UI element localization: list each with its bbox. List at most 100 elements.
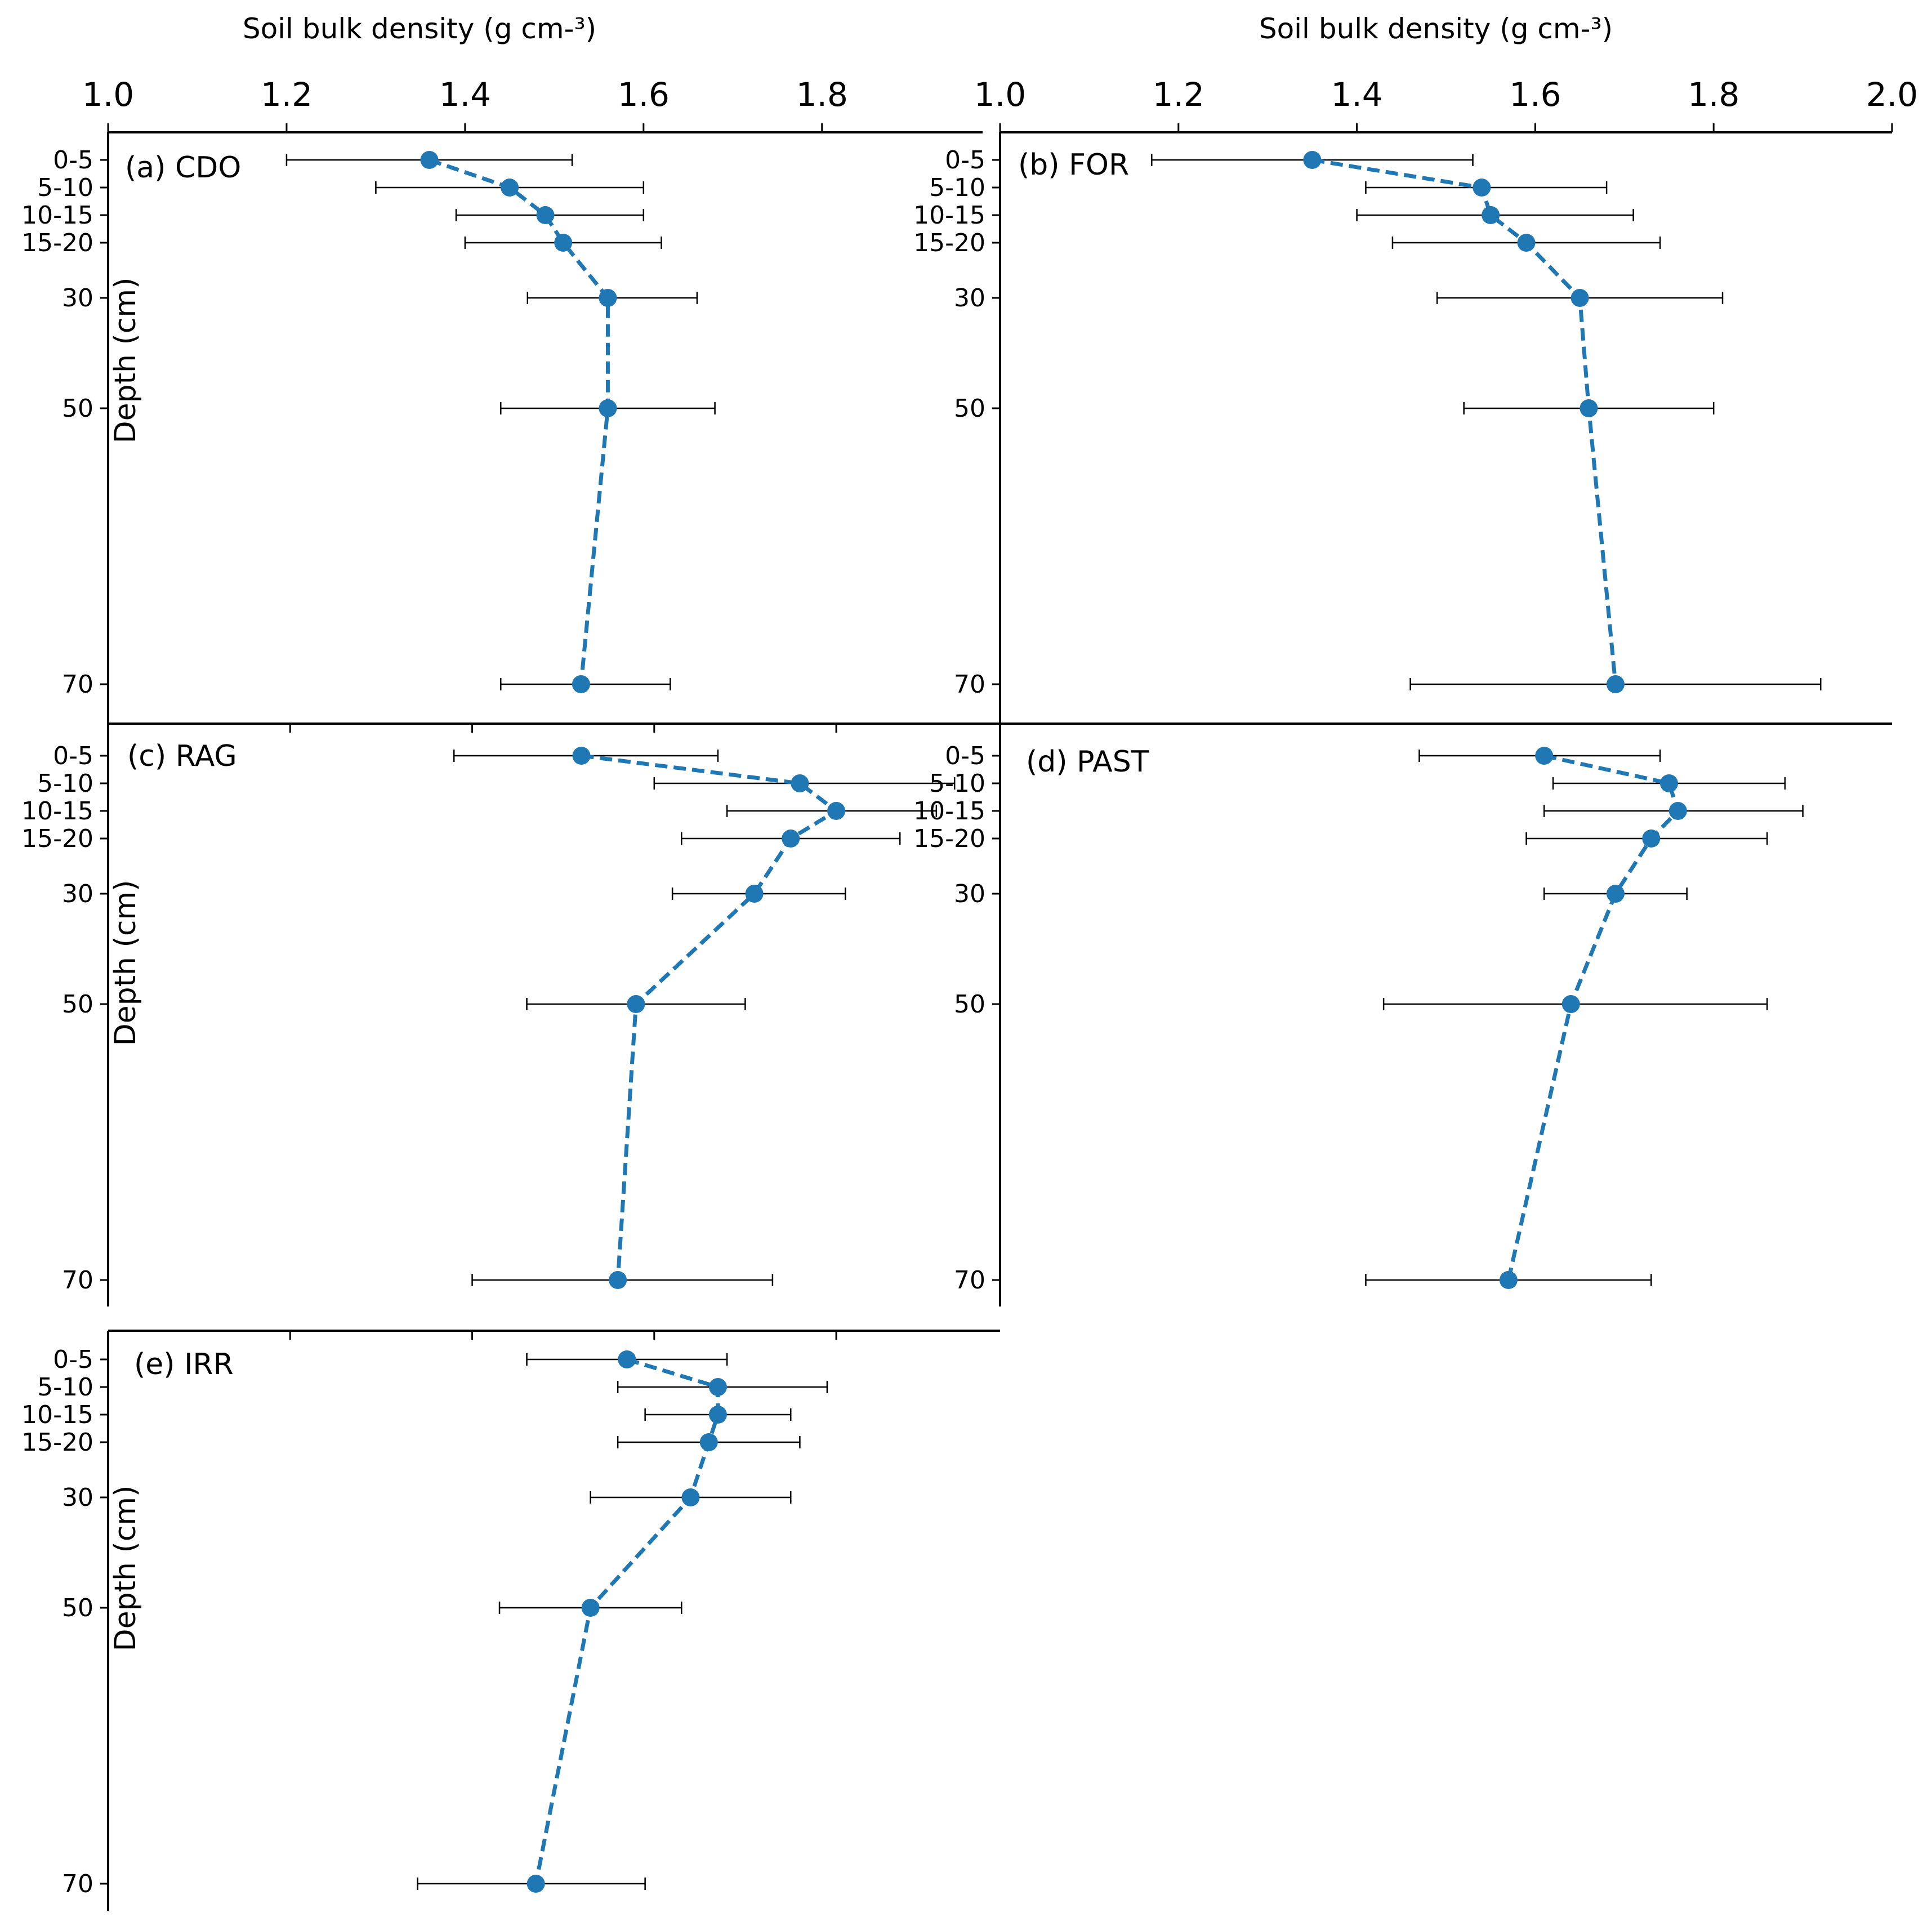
y-tick-label: 0-5 (945, 146, 985, 175)
x-tick-label: 1.6 (1509, 75, 1561, 114)
data-point (699, 1433, 718, 1451)
data-point (827, 802, 846, 820)
data-point (609, 1271, 627, 1289)
data-point (572, 675, 590, 693)
y-tick-label: 50 (62, 1594, 93, 1622)
panel-label: (a) CDO (125, 151, 241, 185)
y-tick-label: 5-10 (929, 173, 985, 202)
data-point (581, 1599, 600, 1617)
y-tick-label: 30 (62, 880, 93, 908)
data-point (681, 1488, 700, 1506)
data-point (1517, 234, 1536, 252)
data-point (1606, 885, 1625, 903)
data-point (627, 995, 645, 1013)
data-point (1535, 747, 1554, 765)
y-tick-label: 5-10 (37, 173, 93, 202)
y-tick-label: 5-10 (37, 1373, 93, 1402)
y-tick-label: 0-5 (53, 1345, 93, 1374)
data-point (1303, 151, 1322, 169)
x-tick-label: 1.8 (796, 75, 848, 114)
x-tick-label: 1.2 (261, 75, 313, 114)
series-line (1311, 158, 1618, 685)
y-axis-title: Depth (cm) (109, 1486, 142, 1652)
y-tick-label: 15-20 (913, 824, 985, 853)
y-tick-label: 50 (954, 394, 985, 423)
series-line (534, 1357, 720, 1884)
y-tick-label: 30 (62, 284, 93, 313)
data-point (599, 399, 617, 417)
y-tick-label: 10-15 (21, 201, 93, 230)
data-point (1579, 399, 1598, 417)
x-tick-label: 1.6 (618, 75, 670, 114)
series-line (429, 158, 610, 685)
panel-1: 1.0 1.2 1.4 1.6 1.80-55-1010-1515-20305070De… (21, 75, 983, 724)
panel-label: (b) FOR (1018, 148, 1129, 182)
x-tick-label: 1.4 (1331, 75, 1382, 114)
x-tick-label: 1.2 (1153, 75, 1204, 114)
y-tick-label: 10-15 (21, 797, 93, 826)
y-tick-label: 70 (62, 1266, 93, 1295)
y-tick-label: 15-20 (913, 229, 985, 257)
y-tick-label: 50 (62, 990, 93, 1019)
data-point (1473, 179, 1491, 197)
data-point (1482, 206, 1500, 224)
data-point (791, 774, 809, 792)
y-tick-label: 50 (62, 394, 93, 423)
panel-label: (d) PAST (1026, 745, 1149, 779)
y-tick-label: 15-20 (21, 229, 93, 257)
y-tick-label: 5-10 (929, 769, 985, 798)
data-point (1642, 830, 1661, 848)
data-point (420, 151, 439, 169)
data-point (1606, 675, 1625, 693)
x-tick-label: 2.0 (1866, 75, 1918, 114)
y-tick-label: 15-20 (21, 1428, 93, 1457)
y-axis-title: Depth (cm) (109, 278, 142, 444)
y-tick-label: 15-20 (21, 824, 93, 853)
data-point (501, 179, 519, 197)
data-point (618, 1350, 636, 1368)
x-tick-label: 1.4 (439, 75, 491, 114)
y-tick-label: 30 (62, 1483, 93, 1512)
data-point (599, 289, 617, 307)
y-tick-label: 70 (954, 670, 985, 699)
panel-label: (c) RAG (127, 739, 237, 773)
x-axis-title-left: Soil bulk density (g cm-³) (243, 12, 596, 45)
data-point (1561, 995, 1580, 1013)
y-tick-label: 70 (62, 670, 93, 699)
data-point (526, 1875, 545, 1893)
y-tick-label: 10-15 (913, 797, 985, 826)
y-tick-label: 5-10 (37, 769, 93, 798)
y-tick-label: 50 (954, 990, 985, 1019)
y-tick-label: 0-5 (53, 146, 93, 175)
panels: 1.0 1.2 1.4 1.6 1.80-55-1010-1515-20305070De… (21, 75, 1918, 1911)
x-tick-label: 1.0 (974, 75, 1026, 114)
data-point (1499, 1271, 1518, 1289)
data-point (745, 885, 764, 903)
y-tick-label: 10-15 (913, 201, 985, 230)
data-point (554, 234, 573, 252)
data-point (572, 747, 591, 765)
x-axis-title-right: Soil bulk density (g cm-³) (1259, 12, 1613, 45)
data-point (536, 206, 555, 224)
data-point (1570, 289, 1589, 307)
y-tick-label: 70 (62, 1870, 93, 1898)
data-point (1668, 802, 1687, 820)
y-tick-label: 70 (954, 1266, 985, 1295)
data-point (782, 830, 800, 848)
y-tick-label: 0-5 (945, 742, 985, 770)
x-tick-label: 1.0 (82, 75, 134, 114)
x-tick-label: 1.8 (1688, 75, 1739, 114)
data-point (1660, 774, 1678, 792)
y-tick-label: 10-15 (21, 1401, 93, 1429)
y-tick-label: 30 (954, 880, 985, 908)
panel-label: (e) IRR (134, 1348, 234, 1381)
y-tick-label: 30 (954, 284, 985, 313)
y-tick-label: 0-5 (53, 742, 93, 770)
data-point (708, 1378, 727, 1396)
data-point (708, 1406, 727, 1424)
